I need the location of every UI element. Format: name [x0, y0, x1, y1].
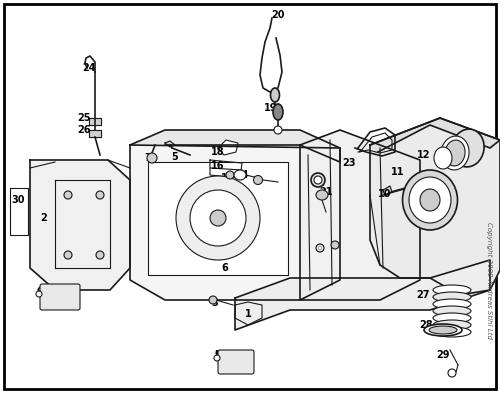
- Ellipse shape: [273, 104, 283, 120]
- Text: 24: 24: [82, 63, 96, 73]
- Ellipse shape: [433, 306, 471, 316]
- Text: 25: 25: [77, 113, 91, 123]
- Ellipse shape: [429, 326, 457, 334]
- Polygon shape: [235, 260, 490, 330]
- Circle shape: [226, 171, 234, 179]
- Text: 8: 8: [228, 358, 235, 368]
- Polygon shape: [130, 145, 340, 300]
- Text: 19: 19: [264, 103, 278, 113]
- Text: 14: 14: [236, 170, 250, 180]
- Circle shape: [209, 296, 217, 304]
- Circle shape: [64, 191, 72, 199]
- Ellipse shape: [433, 292, 471, 302]
- Ellipse shape: [433, 327, 471, 337]
- Text: 21: 21: [320, 187, 333, 197]
- Text: 6: 6: [222, 263, 228, 273]
- Ellipse shape: [314, 176, 322, 184]
- Text: 11: 11: [391, 167, 405, 177]
- Polygon shape: [89, 130, 101, 137]
- Text: 13: 13: [446, 145, 459, 155]
- Ellipse shape: [270, 88, 280, 102]
- Polygon shape: [370, 118, 500, 152]
- Circle shape: [331, 241, 339, 249]
- Ellipse shape: [433, 299, 471, 309]
- Ellipse shape: [311, 173, 325, 187]
- Ellipse shape: [424, 324, 462, 336]
- Ellipse shape: [402, 170, 458, 230]
- Text: 20: 20: [271, 10, 285, 20]
- Ellipse shape: [445, 140, 465, 166]
- Circle shape: [147, 153, 157, 163]
- Circle shape: [96, 251, 104, 259]
- Text: 4: 4: [192, 242, 198, 252]
- Text: b: b: [228, 358, 235, 368]
- Text: 9: 9: [36, 287, 44, 297]
- Circle shape: [214, 355, 220, 361]
- Text: Copyright 2009 Andreas Stihl Ltd: Copyright 2009 Andreas Stihl Ltd: [486, 222, 492, 338]
- Text: 26: 26: [77, 125, 91, 135]
- Polygon shape: [30, 160, 130, 290]
- Circle shape: [190, 190, 246, 246]
- Circle shape: [36, 291, 42, 297]
- Text: 8: 8: [50, 295, 58, 305]
- Text: 17: 17: [221, 173, 235, 183]
- Text: 7: 7: [144, 153, 152, 163]
- Ellipse shape: [234, 170, 246, 180]
- Ellipse shape: [409, 177, 451, 223]
- Ellipse shape: [420, 189, 440, 211]
- Circle shape: [64, 251, 72, 259]
- Text: 1: 1: [244, 309, 252, 319]
- Text: 28: 28: [419, 320, 433, 330]
- Text: 15: 15: [226, 183, 240, 193]
- Polygon shape: [210, 160, 242, 178]
- Ellipse shape: [441, 136, 469, 170]
- Text: 30: 30: [11, 195, 25, 205]
- Circle shape: [96, 191, 104, 199]
- Ellipse shape: [433, 320, 471, 330]
- Text: 2: 2: [40, 213, 48, 223]
- Text: 16: 16: [211, 161, 225, 171]
- Polygon shape: [300, 130, 420, 300]
- Ellipse shape: [274, 126, 282, 134]
- Ellipse shape: [433, 285, 471, 295]
- Ellipse shape: [254, 176, 262, 184]
- Ellipse shape: [433, 313, 471, 323]
- Circle shape: [316, 244, 324, 252]
- Text: 5: 5: [172, 152, 178, 162]
- Text: 22: 22: [311, 178, 325, 188]
- Circle shape: [448, 369, 456, 377]
- FancyBboxPatch shape: [218, 350, 254, 374]
- Text: 29: 29: [436, 350, 450, 360]
- Text: b: b: [214, 350, 222, 360]
- Text: 9: 9: [214, 350, 222, 360]
- Polygon shape: [165, 141, 175, 147]
- Ellipse shape: [434, 147, 452, 169]
- Polygon shape: [148, 162, 288, 275]
- Polygon shape: [10, 188, 28, 235]
- Text: 23: 23: [342, 158, 356, 168]
- Ellipse shape: [316, 190, 328, 200]
- Text: 27: 27: [416, 290, 430, 300]
- Polygon shape: [235, 302, 262, 325]
- Text: 18: 18: [211, 147, 225, 157]
- Ellipse shape: [452, 129, 484, 167]
- Polygon shape: [130, 130, 340, 162]
- FancyBboxPatch shape: [40, 284, 80, 310]
- Circle shape: [176, 176, 260, 260]
- Polygon shape: [383, 186, 392, 196]
- Polygon shape: [218, 140, 238, 155]
- Text: 12: 12: [417, 150, 431, 160]
- Polygon shape: [89, 118, 101, 125]
- Text: 10: 10: [378, 189, 392, 199]
- Polygon shape: [370, 118, 500, 295]
- Text: 3: 3: [212, 298, 218, 308]
- Circle shape: [210, 210, 226, 226]
